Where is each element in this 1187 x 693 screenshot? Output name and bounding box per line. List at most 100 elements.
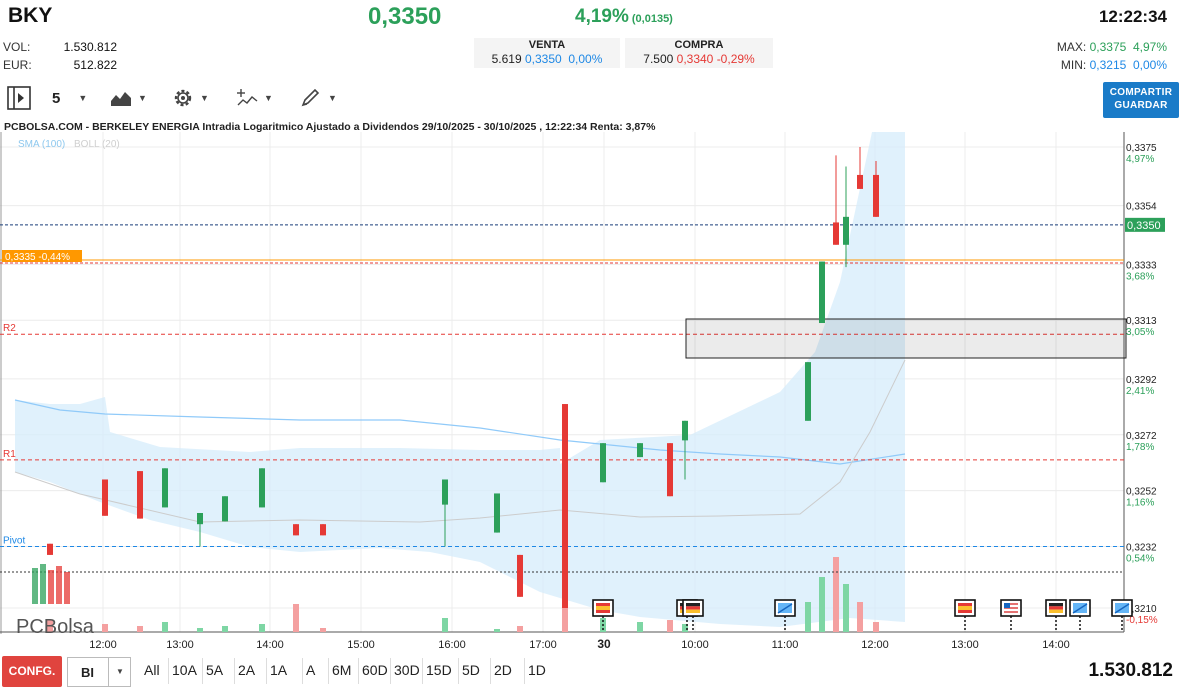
toggle-panel-button[interactable] (6, 84, 32, 112)
volume-bar (494, 629, 500, 632)
time-tick-label: 12:00 (861, 639, 889, 651)
range-divider (458, 658, 459, 684)
range-divider (422, 658, 423, 684)
max-stat: MAX: 0,3375 4,97% (1057, 40, 1167, 54)
buy-price: 0,3340 (676, 52, 714, 66)
event-flags (592, 599, 1133, 632)
time-tick-label: 30 (597, 637, 611, 651)
volume-bar (682, 624, 688, 632)
flag-stripe (1004, 603, 1018, 613)
interval-selector[interactable]: 5 ▼ (52, 84, 87, 112)
last-price-axis-label: 0,3350 (1127, 220, 1161, 232)
max-value: 0,3375 (1089, 40, 1127, 54)
select-divider (108, 658, 109, 686)
volume-label: VOL: (3, 40, 31, 54)
area-chart-icon (111, 92, 131, 106)
sell-qty: 5.619 (491, 52, 522, 66)
drawing-tools-selector[interactable]: ▼ (300, 84, 337, 112)
candle (667, 443, 673, 497)
range-divider (524, 658, 525, 684)
level-label: R2 (3, 323, 16, 334)
range-button-a[interactable]: A (306, 662, 316, 678)
range-button-10a[interactable]: 10A (172, 662, 197, 678)
volume-bar (320, 628, 326, 632)
candle (833, 155, 839, 245)
bollinger-band (14, 132, 906, 627)
flag-icon (1000, 599, 1022, 632)
style-select[interactable]: BI ▼ (67, 657, 131, 687)
time-tick-label: 13:00 (951, 639, 979, 651)
candle-body (600, 443, 606, 483)
range-button-6m[interactable]: 6M (332, 662, 352, 678)
price-tick-label: 0,3313 (1126, 316, 1157, 327)
candle (494, 493, 500, 533)
candle-body (682, 420, 688, 441)
pct-tick-label: 2,41% (1126, 386, 1154, 397)
pct-tick-label: -0,15% (1126, 615, 1158, 626)
candle-body (805, 362, 811, 421)
price-tick-label: 0,3354 (1126, 202, 1157, 213)
total-volume: 1.530.812 (1088, 660, 1173, 681)
price-tick-label: 0,3375 (1126, 143, 1157, 154)
candle-body (137, 471, 143, 519)
range-button-2a[interactable]: 2A (238, 662, 256, 678)
range-button-all[interactable]: All (144, 662, 160, 678)
max-pct: 4,97% (1132, 40, 1167, 54)
range-button-60d[interactable]: 60D (362, 662, 388, 678)
ticker-symbol: BKY (8, 4, 53, 27)
min-value: 0,3215 (1089, 58, 1127, 72)
pct-tick-label: 1,16% (1126, 498, 1154, 509)
range-divider (266, 658, 267, 684)
indicators-selector[interactable]: ▼ (236, 84, 273, 112)
settings-selector[interactable]: ▼ (172, 84, 209, 112)
range-button-2d[interactable]: 2D (494, 662, 512, 678)
range-button-5a[interactable]: 5A (206, 662, 224, 678)
style-value: BI (81, 665, 94, 680)
chevron-down-icon: ▼ (328, 93, 337, 103)
range-button-1a[interactable]: 1A (270, 662, 288, 678)
candle (442, 479, 448, 547)
range-button-15d[interactable]: 15D (426, 662, 452, 678)
range-divider (328, 658, 329, 684)
share-save-button[interactable]: COMPARTIR GUARDAR (1103, 82, 1179, 118)
boll-legend: BOLL (20) (74, 139, 120, 150)
time-axis: 12:00 13:00 14:00 15:00 16:00 17:00 30 10:00 11:… (89, 637, 1070, 651)
volume-bar (857, 602, 863, 632)
flag-icon (682, 599, 704, 632)
candle-body (873, 174, 879, 217)
sell-quote: VENTA 5.619 0,3350 0,00% (474, 38, 620, 68)
flag-icon (954, 599, 976, 632)
euro-stat: EUR: 512.822 (3, 58, 117, 72)
last-price: 0,3350 (368, 3, 442, 30)
volume-stat: VOL: 1.530.812 (3, 40, 117, 54)
share-label: COMPARTIR (1109, 87, 1173, 98)
indicator-legend: SMA (100) BOLL (20) (18, 139, 120, 150)
pct-tick-label: 3,68% (1126, 271, 1154, 282)
config-button[interactable]: CONFG. (2, 656, 62, 687)
volume-bar (873, 622, 879, 632)
time-tick-label: 14:00 (1042, 639, 1070, 651)
interval-value: 5 (52, 89, 61, 107)
logo: PCBolsa (16, 564, 95, 638)
change-absolute: (0,0135) (631, 13, 673, 25)
volume-bar (47, 620, 53, 632)
flag-stripe (1072, 603, 1088, 614)
flag-icon (1111, 599, 1133, 632)
candle-body (102, 479, 108, 516)
range-button-5d[interactable]: 5D (462, 662, 480, 678)
indicators-icon (237, 89, 258, 106)
range-button-30d[interactable]: 30D (394, 662, 420, 678)
candle (162, 468, 168, 508)
reference-badge (2, 250, 82, 262)
selection-rectangle[interactable] (685, 318, 1127, 359)
buy-row: 7.500 0,3340 -0,29% (625, 52, 773, 66)
flag-stripe (596, 606, 610, 610)
range-button-1d[interactable]: 1D (528, 662, 546, 678)
time-tick-label: 11:00 (772, 639, 799, 651)
chart-type-selector[interactable]: ▼ (110, 84, 147, 112)
volume-value: 1.530.812 (63, 40, 117, 54)
price-tick-label: 0,3232 (1126, 543, 1157, 554)
candle-body (259, 468, 265, 508)
min-pct: 0,00% (1132, 58, 1167, 72)
